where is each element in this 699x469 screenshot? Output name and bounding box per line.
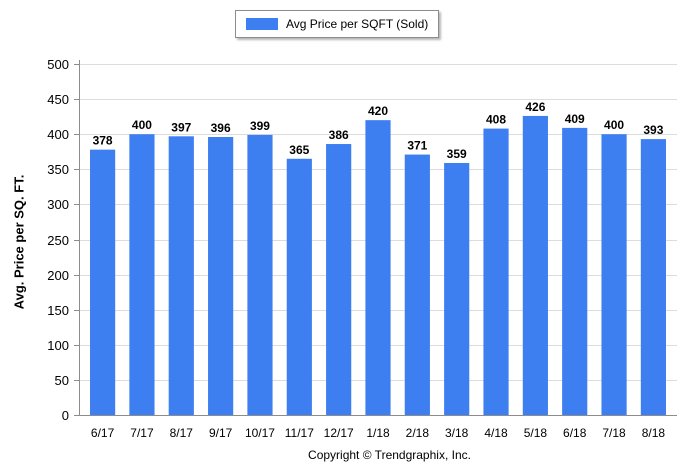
x-tick-label: 11/17: [285, 426, 314, 440]
y-tick-label: 500: [47, 57, 69, 72]
bar-8-18: [640, 139, 666, 415]
x-tick-label: 7/18: [602, 426, 626, 440]
x-tick-label: 7/17: [130, 426, 154, 440]
y-tick-label: 250: [47, 233, 69, 248]
y-tick-label: 400: [47, 127, 69, 142]
y-tick-label: 200: [47, 268, 69, 283]
data-label: 397: [171, 120, 191, 134]
bar-8-17: [168, 136, 194, 415]
bar-2-18: [404, 154, 430, 416]
y-tick-label: 50: [55, 373, 69, 388]
x-tick-label: 9/17: [209, 426, 233, 440]
data-label: 409: [565, 112, 585, 126]
y-tick-label: 150: [47, 303, 69, 318]
x-tick-label: 5/18: [524, 426, 548, 440]
data-label: 359: [447, 147, 467, 161]
bar-6-17: [90, 149, 116, 416]
bar-10-17: [247, 134, 273, 416]
legend-label: Avg Price per SQFT (Sold): [286, 17, 429, 31]
bar-5-18: [522, 115, 548, 415]
bar-4-18: [483, 128, 509, 416]
data-label: 378: [93, 134, 113, 148]
x-tick-label: 4/18: [484, 426, 508, 440]
data-label: 365: [289, 143, 309, 157]
bar-6-18: [562, 127, 588, 415]
x-tick-label: 12/17: [324, 426, 354, 440]
data-label: 408: [486, 113, 506, 127]
data-label: 400: [604, 118, 624, 132]
x-tick-label: 10/17: [245, 426, 275, 440]
x-tick-label: 6/17: [91, 426, 115, 440]
x-tick-label: 1/18: [366, 426, 390, 440]
data-label: 399: [250, 119, 270, 133]
legend: Avg Price per SQFT (Sold): [235, 10, 439, 38]
data-label: 420: [368, 104, 388, 118]
y-tick-label: 300: [47, 197, 69, 212]
bar-9-17: [208, 137, 234, 415]
y-tick-label: 450: [47, 92, 69, 107]
data-label: 426: [525, 100, 545, 114]
bar-3-18: [444, 162, 470, 415]
y-tick-label: 350: [47, 162, 69, 177]
data-label: 396: [211, 121, 231, 135]
copyright-text: Copyright © Trendgraphix, Inc.: [308, 448, 471, 462]
data-label: 371: [407, 139, 427, 153]
x-tick-label: 8/18: [642, 426, 666, 440]
bar-11-17: [286, 158, 312, 415]
bar-7-17: [129, 134, 155, 415]
y-tick-label: 0: [62, 408, 69, 423]
data-label: 400: [132, 118, 152, 132]
data-label: 393: [643, 123, 663, 137]
y-tick-label: 100: [47, 338, 69, 353]
x-tick-label: 2/18: [406, 426, 430, 440]
legend-swatch: [246, 18, 278, 30]
x-tick-label: 8/17: [170, 426, 194, 440]
bar-12-17: [326, 144, 352, 415]
bar-7-18: [601, 134, 627, 415]
bar-1-18: [365, 120, 391, 415]
data-label: 386: [329, 128, 349, 142]
x-tick-label: 3/18: [445, 426, 469, 440]
x-tick-label: 6/18: [563, 426, 587, 440]
